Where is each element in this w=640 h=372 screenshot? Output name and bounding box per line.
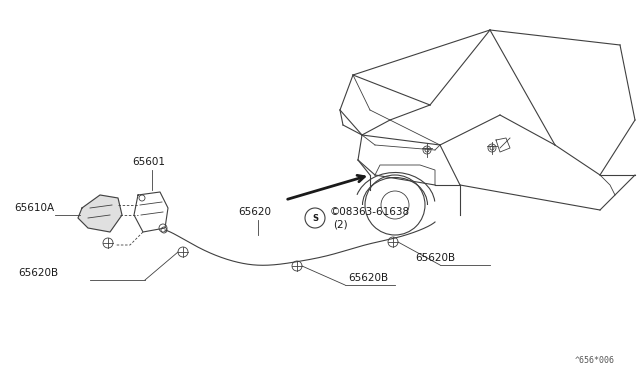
Text: ©08363-61638: ©08363-61638 — [330, 207, 410, 217]
Text: 65610A: 65610A — [14, 203, 54, 213]
Polygon shape — [78, 195, 122, 232]
Text: 65620: 65620 — [238, 207, 271, 217]
Text: (2): (2) — [333, 219, 348, 229]
Text: 65620B: 65620B — [18, 268, 58, 278]
Text: 65620B: 65620B — [348, 273, 388, 283]
Text: ^656*006: ^656*006 — [575, 356, 615, 365]
Text: S: S — [312, 214, 318, 222]
Text: 65601: 65601 — [132, 157, 165, 167]
Text: 65620B: 65620B — [415, 253, 455, 263]
